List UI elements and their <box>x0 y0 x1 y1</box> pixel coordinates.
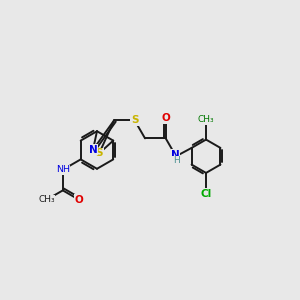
Text: Cl: Cl <box>200 189 212 199</box>
Text: S: S <box>95 148 103 158</box>
Text: NH: NH <box>56 165 70 174</box>
Text: S: S <box>131 116 138 125</box>
Text: H: H <box>173 156 179 165</box>
Text: N: N <box>89 145 98 154</box>
Text: CH₃: CH₃ <box>198 115 214 124</box>
Text: O: O <box>161 113 170 123</box>
Text: N: N <box>171 150 180 160</box>
Text: O: O <box>75 195 83 205</box>
Text: CH₃: CH₃ <box>38 195 55 204</box>
